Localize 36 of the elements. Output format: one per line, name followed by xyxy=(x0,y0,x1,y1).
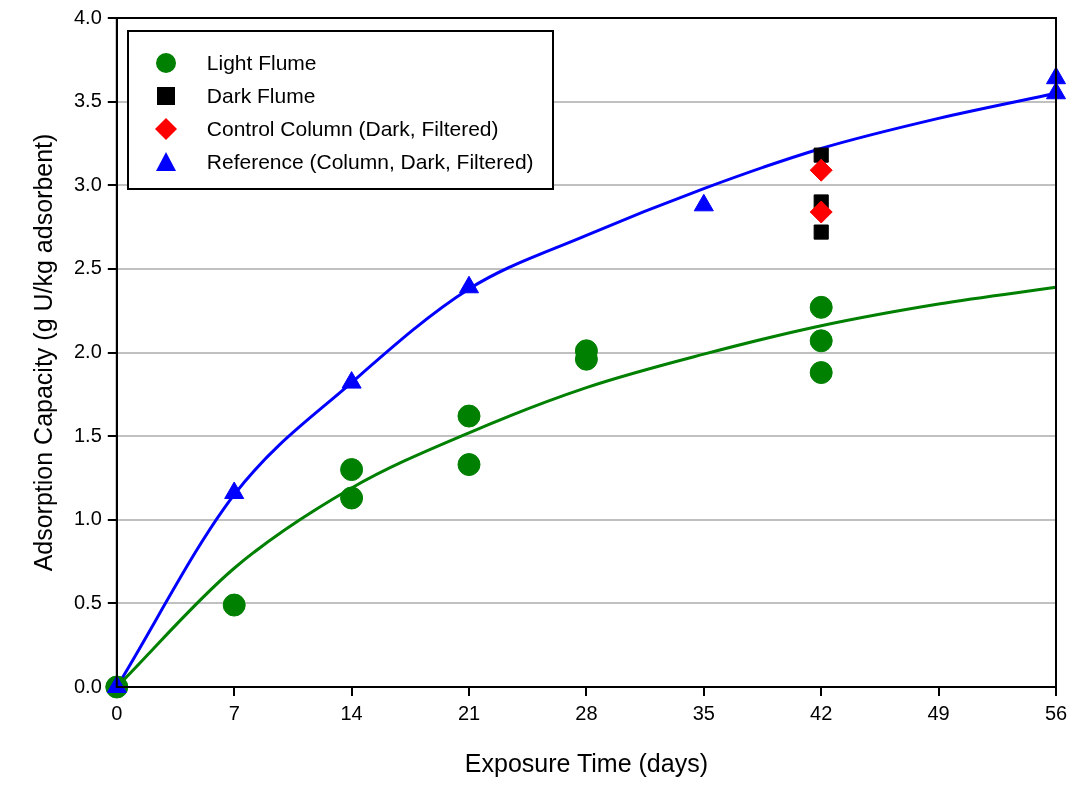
x-tick-label: 21 xyxy=(457,701,481,724)
point xyxy=(222,593,246,617)
point xyxy=(809,329,833,353)
point xyxy=(457,453,481,477)
y-tick-label: 0.0 xyxy=(73,674,102,697)
legend-label: Reference (Column, Dark, Filtered) xyxy=(206,149,534,175)
legend-label: Dark Flume xyxy=(206,83,316,109)
legend-label: Light Flume xyxy=(206,50,317,76)
x-tick-label: 0 xyxy=(111,701,123,724)
y-tick-label: 1.5 xyxy=(73,423,102,446)
y-tick-label: 2.0 xyxy=(73,340,102,363)
point xyxy=(457,404,481,428)
x-tick-label: 14 xyxy=(340,701,363,724)
y-tick-label: 3.5 xyxy=(73,89,102,112)
point xyxy=(813,224,829,240)
y-tick-label: 2.5 xyxy=(73,256,102,279)
point xyxy=(809,295,833,319)
y-tick-label: 4.0 xyxy=(73,5,102,28)
x-tick-label: 49 xyxy=(927,701,950,724)
point xyxy=(809,361,833,385)
x-axis-title: Exposure Time (days) xyxy=(464,748,708,777)
point xyxy=(340,486,364,510)
point xyxy=(809,200,833,224)
y-tick-label: 3.0 xyxy=(73,172,102,195)
legend-label: Control Column (Dark, Filtered) xyxy=(206,116,499,142)
y-tick-label: 1.0 xyxy=(73,507,102,530)
point xyxy=(813,147,829,163)
x-tick-label: 7 xyxy=(228,701,240,724)
x-tick-label: 28 xyxy=(575,701,598,724)
point xyxy=(340,458,364,482)
x-tick-label: 56 xyxy=(1044,701,1068,724)
y-tick-label: 0.5 xyxy=(73,590,102,613)
x-tick-label: 35 xyxy=(692,701,715,724)
y-axis-title: Adsorption Capacity (g U/kg adsorbent) xyxy=(28,133,57,572)
x-tick-label: 42 xyxy=(810,701,833,724)
point xyxy=(809,158,833,182)
